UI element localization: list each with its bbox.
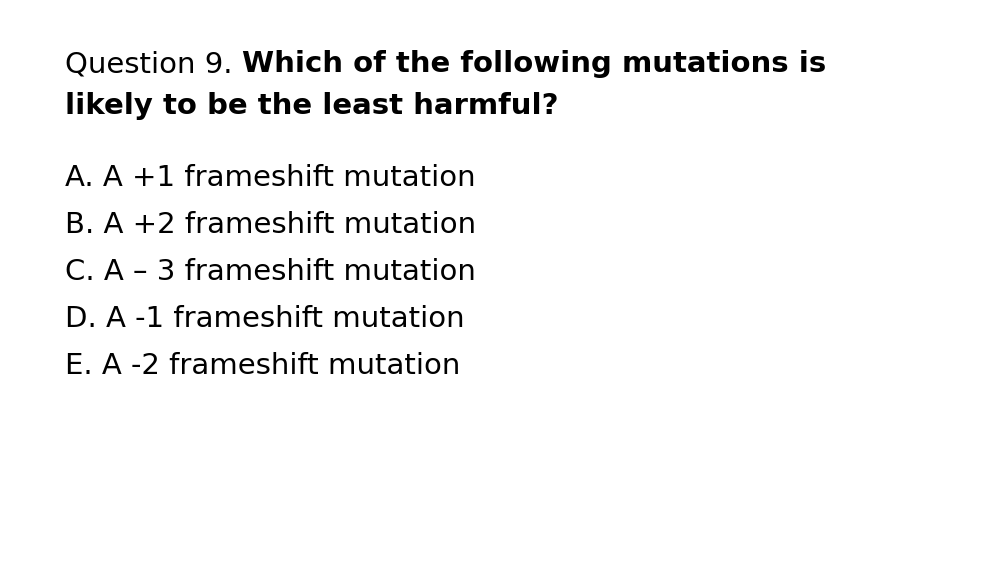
Text: Which of the following mutations is: Which of the following mutations is [241, 50, 826, 78]
Text: Question 9.: Question 9. [65, 50, 241, 78]
Text: B. A +2 frameshift mutation: B. A +2 frameshift mutation [65, 211, 477, 239]
Text: E. A -2 frameshift mutation: E. A -2 frameshift mutation [65, 352, 461, 380]
Text: D. A -1 frameshift mutation: D. A -1 frameshift mutation [65, 305, 465, 333]
Text: C. A – 3 frameshift mutation: C. A – 3 frameshift mutation [65, 258, 476, 286]
Text: A. A +1 frameshift mutation: A. A +1 frameshift mutation [65, 164, 476, 192]
Text: likely to be the least harmful?: likely to be the least harmful? [65, 92, 558, 120]
